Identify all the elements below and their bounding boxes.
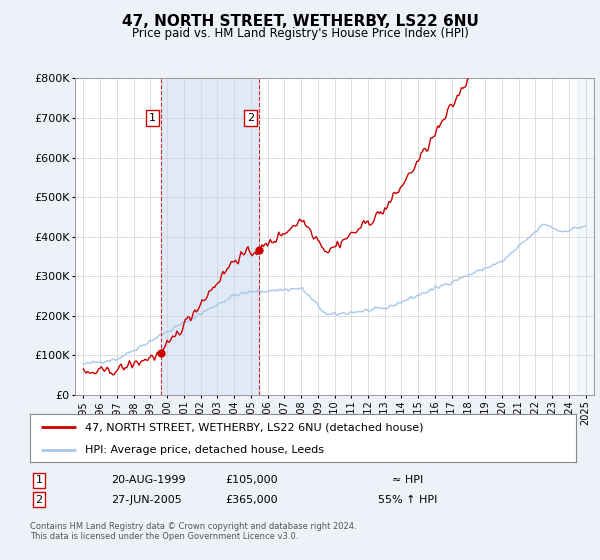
Text: ≈ HPI: ≈ HPI [392, 475, 424, 486]
Text: £105,000: £105,000 [226, 475, 278, 486]
Text: 55% ↑ HPI: 55% ↑ HPI [379, 494, 437, 505]
Text: 2: 2 [247, 113, 254, 123]
Text: Contains HM Land Registry data © Crown copyright and database right 2024.
This d: Contains HM Land Registry data © Crown c… [30, 522, 356, 542]
Text: 2: 2 [35, 494, 43, 505]
Text: 27-JUN-2005: 27-JUN-2005 [111, 494, 182, 505]
Text: 20-AUG-1999: 20-AUG-1999 [111, 475, 185, 486]
Text: 47, NORTH STREET, WETHERBY, LS22 6NU: 47, NORTH STREET, WETHERBY, LS22 6NU [122, 14, 478, 29]
Bar [161, 78, 259, 395]
Text: Price paid vs. HM Land Registry's House Price Index (HPI): Price paid vs. HM Land Registry's House … [131, 27, 469, 40]
Bar [577, 78, 594, 395]
Text: £365,000: £365,000 [226, 494, 278, 505]
Text: 1: 1 [35, 475, 43, 486]
Text: HPI: Average price, detached house, Leeds: HPI: Average price, detached house, Leed… [85, 445, 323, 455]
Text: 47, NORTH STREET, WETHERBY, LS22 6NU (detached house): 47, NORTH STREET, WETHERBY, LS22 6NU (de… [85, 422, 423, 432]
Text: 1: 1 [149, 113, 156, 123]
